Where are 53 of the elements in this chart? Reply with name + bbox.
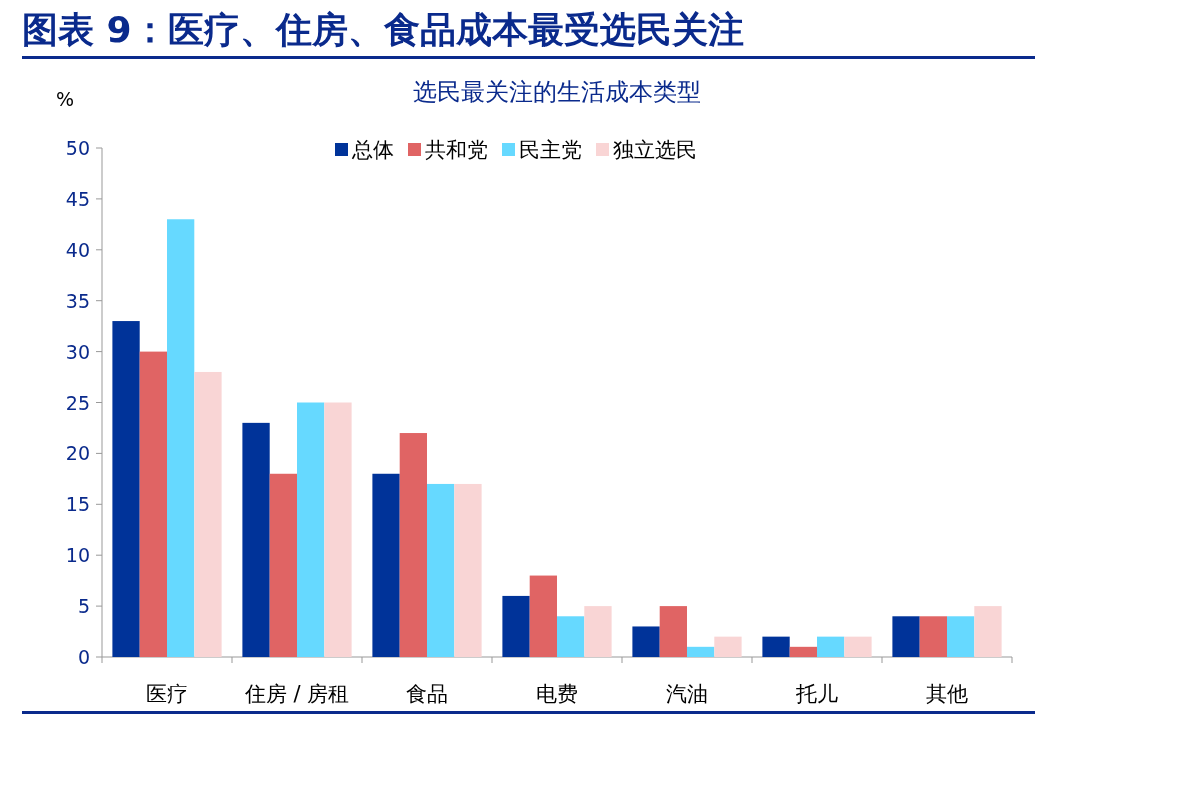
bar [242,422,270,657]
x-tick-label: 医疗 [146,682,188,706]
bar [714,636,742,657]
legend-label: 总体 [351,138,394,162]
y-tick-label: 20 [65,442,90,465]
bar [947,616,975,657]
bar [687,646,715,657]
y-tick-label: 15 [65,493,90,516]
chart-title: 图表 9：医疗、住房、食品成本最受选民关注 [22,9,744,50]
x-tick-label: 汽油 [666,682,708,706]
bar [762,636,790,657]
x-tick-label: 食品 [406,682,448,706]
bar [167,219,195,657]
legend-label: 民主党 [519,138,582,162]
bar [194,371,222,657]
bar [789,646,817,657]
bar [919,616,947,657]
y-tick-label: 40 [65,238,90,261]
y-tick-label: 0 [77,646,90,668]
bar [659,606,687,657]
bar [502,595,530,657]
legend-label: 独立选民 [613,138,697,162]
bar [974,606,1002,657]
x-tick-label: 住房 / 房租 [243,682,350,706]
y-tick-label: 10 [65,544,90,567]
bar [297,402,325,657]
x-tick-label: 电费 [536,682,578,706]
bar [892,616,920,657]
x-tick-label: 其他 [926,682,968,706]
bar [269,473,297,657]
y-tick-label: 45 [65,187,90,210]
chart-subtitle: 选民最关注的生活成本类型 [413,78,701,106]
bar [632,626,660,657]
bar [139,351,167,657]
bar [112,321,140,657]
bar [557,616,585,657]
y-tick-label: 5 [77,595,90,618]
bar [844,636,872,657]
bar [529,575,557,657]
bar [324,402,352,657]
y-tick-label: 50 [65,137,90,159]
y-tick-label: 25 [65,391,90,414]
y-tick-label: 30 [65,340,90,363]
bar [817,636,845,657]
bar [372,473,400,657]
y-axis-title: % [55,88,75,110]
x-tick-label: 托儿 [795,682,838,706]
bar [584,606,612,657]
bar [454,483,482,657]
bar [427,483,455,657]
bar [399,433,427,657]
y-tick-label: 35 [65,289,90,312]
legend-label: 共和党 [425,138,488,162]
